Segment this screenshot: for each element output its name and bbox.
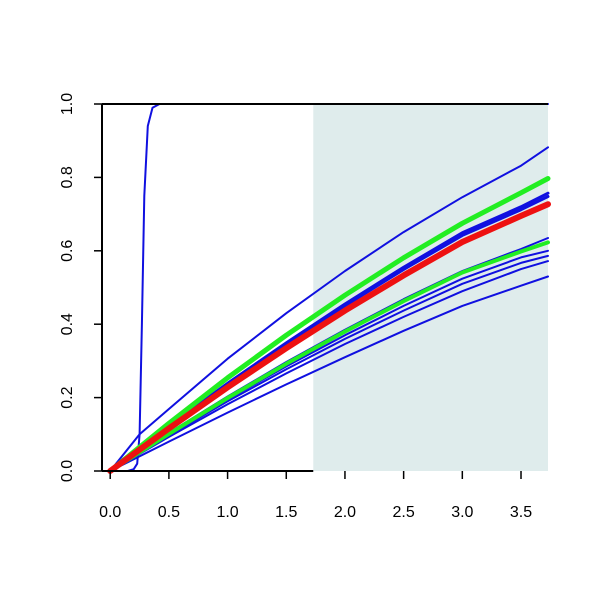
y-tick-label: 0.8 [59,166,76,188]
series-line-12 [107,201,551,474]
series-line-9 [109,275,549,472]
series-line-1 [126,103,549,472]
x-tick-label: 3.0 [451,504,473,521]
x-tick-label: 1.0 [216,504,238,521]
series-line-11 [108,240,550,473]
y-tick-label: 0.2 [59,386,76,408]
x-tick-label: 3.5 [510,504,532,521]
y-tick-label: 0.4 [59,313,76,335]
y-tick-label: 0.6 [59,240,76,262]
x-tick-label: 2.5 [393,504,415,521]
x-tick-label: 0.0 [99,504,121,521]
y-tick-label: 0.0 [59,460,76,482]
x-tick-label: 1.5 [275,504,297,521]
series-line-2 [109,146,549,472]
x-tick-label: 0.5 [158,504,180,521]
x-tick-label: 2.0 [334,504,356,521]
series-line-10 [107,176,551,474]
y-tick-label: 1.0 [59,93,76,115]
series-line-8 [109,260,549,472]
